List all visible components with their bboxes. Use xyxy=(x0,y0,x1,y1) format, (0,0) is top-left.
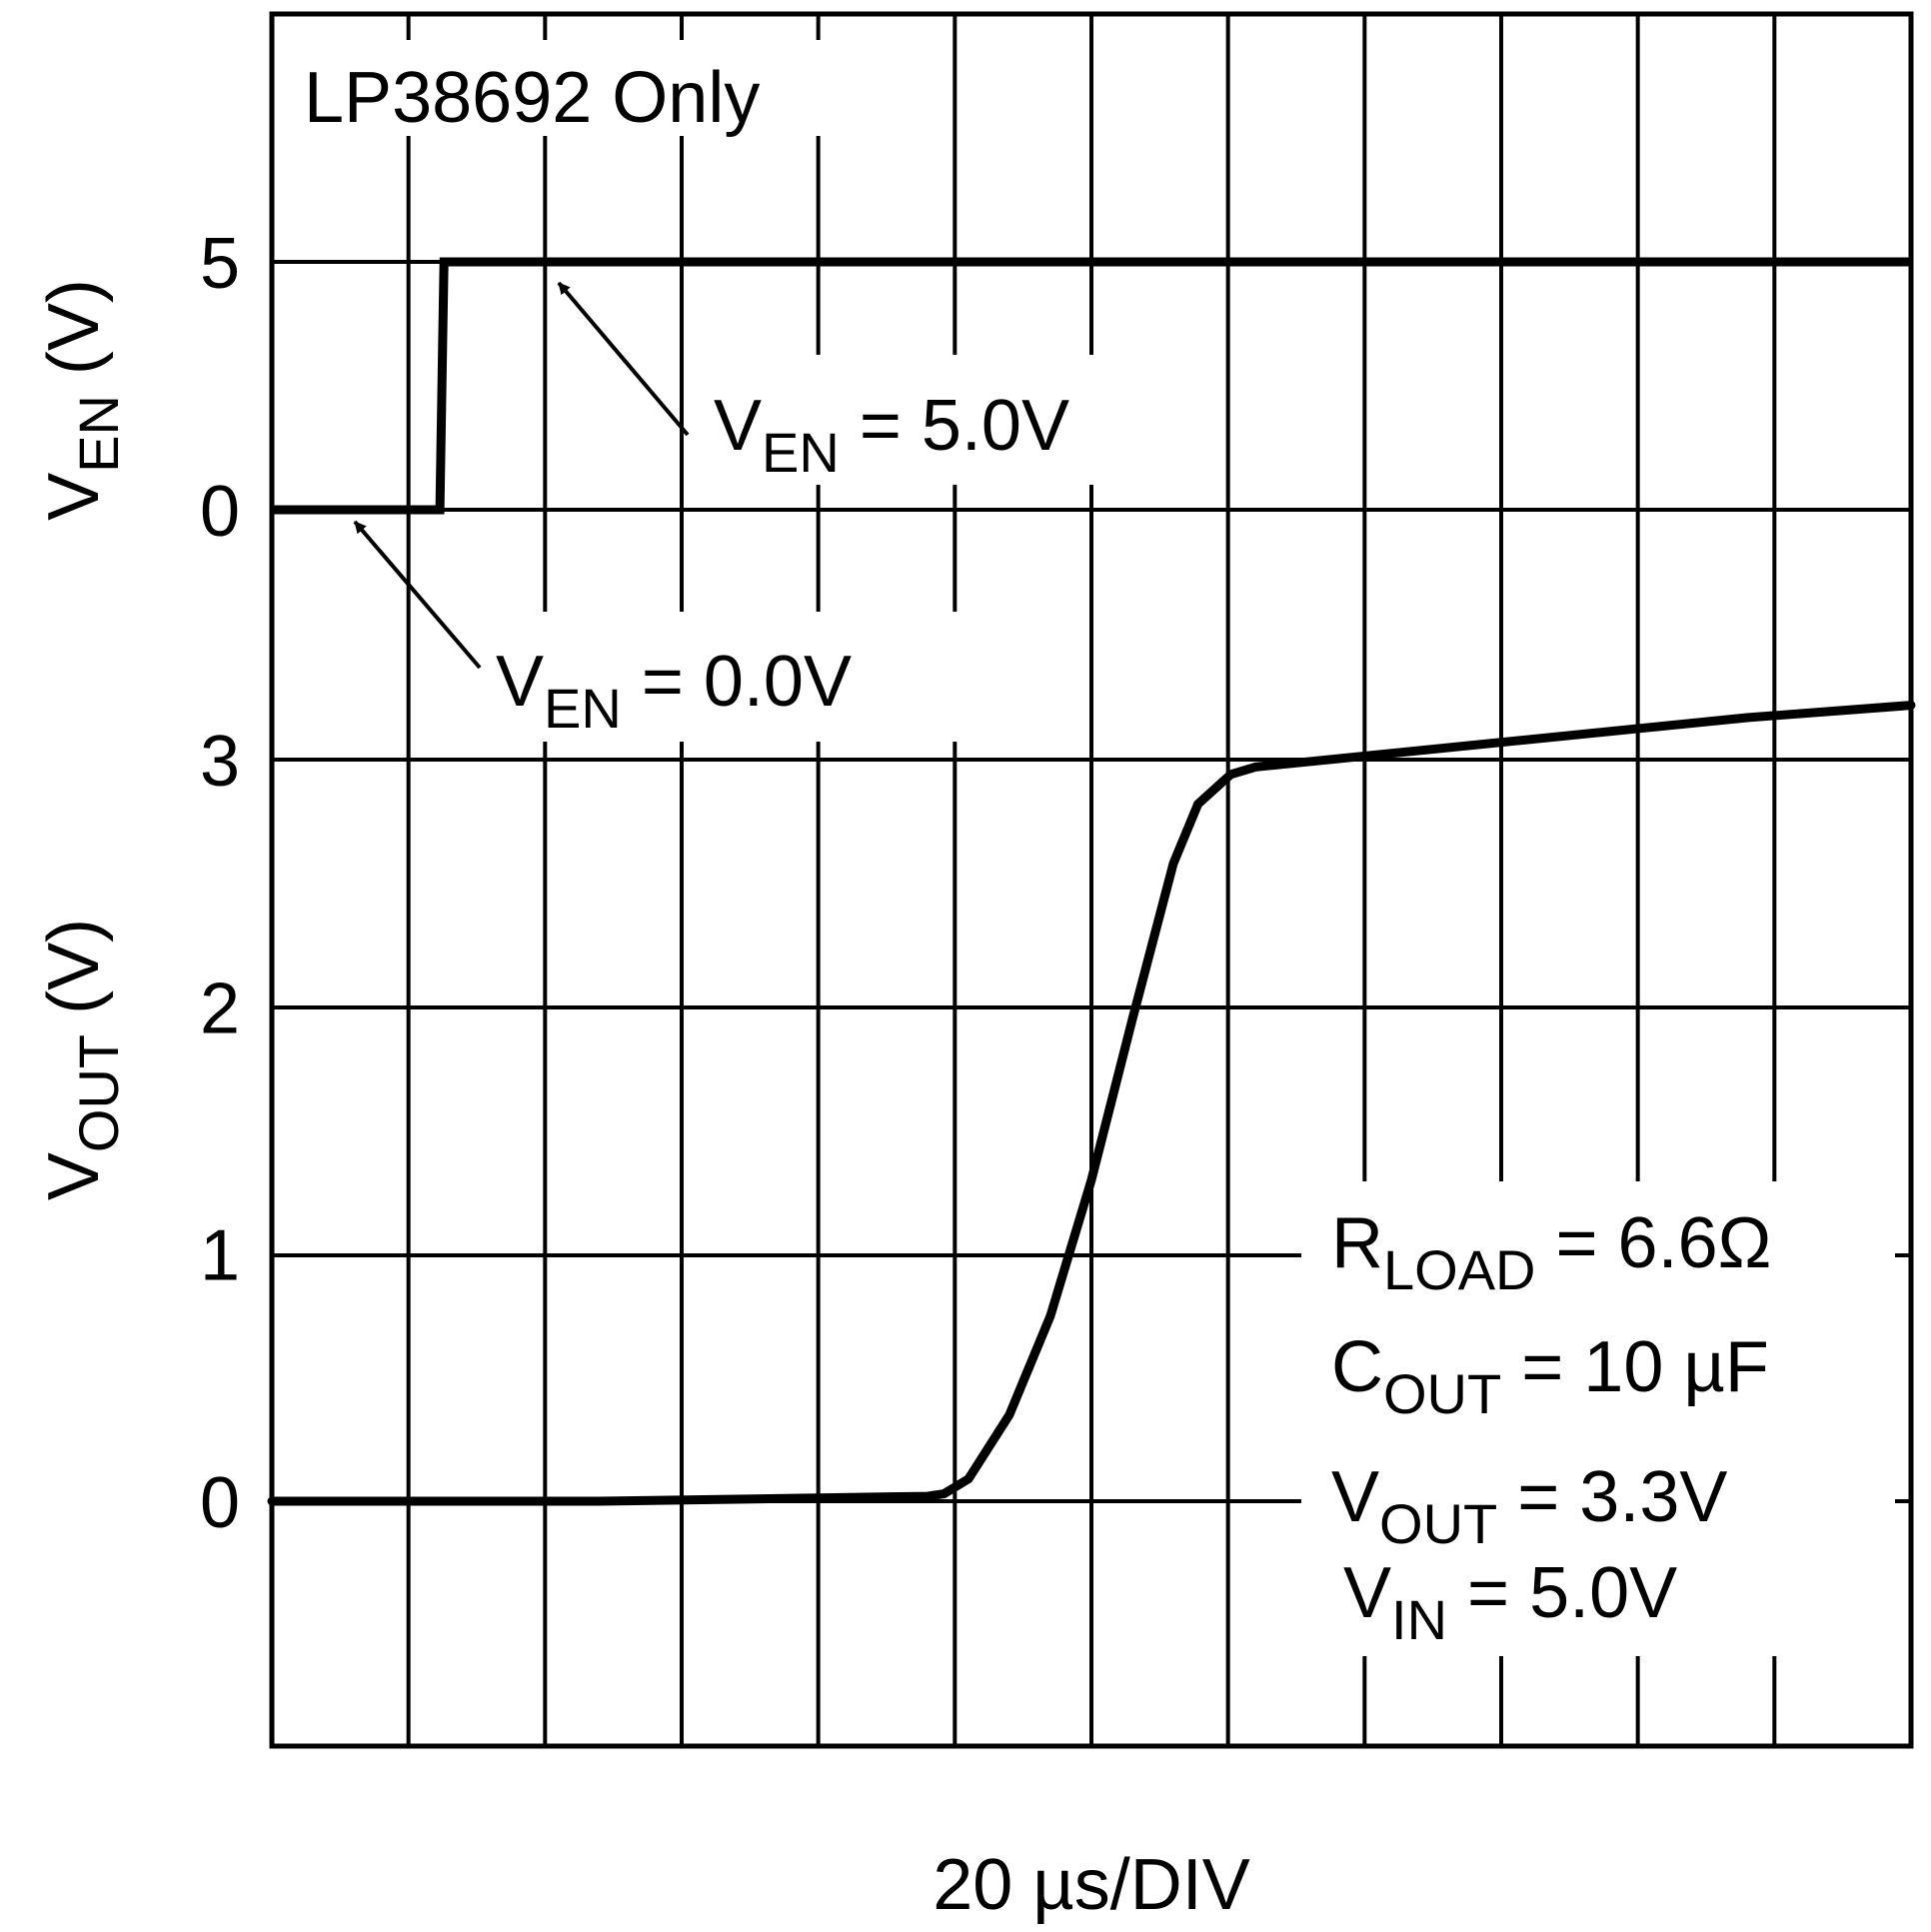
condition-vin-main: V xyxy=(1343,1553,1391,1633)
ven-low-label: VEN = 0.0V xyxy=(496,642,852,740)
vout-axis-label-tail: (V) xyxy=(34,919,114,1034)
ven-tick-label: 0 xyxy=(200,472,240,552)
condition-rload: RLOAD = 6.6Ω xyxy=(1331,1203,1771,1301)
ven-axis-label-main: V xyxy=(34,473,114,521)
ven-axis-label-sub: EN xyxy=(67,395,130,473)
vout-tick-label: 1 xyxy=(200,1216,240,1296)
ven-high-label-sub: EN xyxy=(762,421,840,484)
ven-high-label: VEN = 5.0V xyxy=(714,386,1069,484)
ven-axis-label: VEN (V) xyxy=(34,279,130,521)
x-axis-label: 20 µs/DIV xyxy=(933,1845,1250,1925)
title-background xyxy=(296,40,882,136)
ven-series-line xyxy=(272,257,1911,515)
chart-title: LP38692 Only xyxy=(304,58,760,138)
ven-axis-label-tail: (V) xyxy=(34,279,114,395)
vout-series-line xyxy=(267,701,1916,1506)
condition-rload-main: R xyxy=(1331,1203,1383,1283)
ven-tick-label: 5 xyxy=(200,224,240,304)
conditions-background xyxy=(1301,1181,1895,1656)
ven-high-label-background xyxy=(708,355,1177,485)
condition-vout-sub: OUT xyxy=(1379,1492,1497,1555)
y-tick-labels: 5 0 3 2 1 0 xyxy=(200,224,240,1543)
vout-tick-label: 0 xyxy=(200,1463,240,1543)
ven-low-label-background xyxy=(490,612,960,742)
ven-low-label-tail: = 0.0V xyxy=(622,642,852,722)
condition-vout-main: V xyxy=(1331,1457,1379,1537)
vout-axis-label: VOUT (V) xyxy=(34,919,130,1200)
condition-vin-sub: IN xyxy=(1391,1588,1447,1651)
ven-low-label-main: V xyxy=(496,642,544,722)
vout-tick-label: 2 xyxy=(200,968,240,1048)
condition-cout: COUT = 10 µF xyxy=(1331,1327,1769,1425)
condition-vout: VOUT = 3.3V xyxy=(1331,1457,1727,1555)
ven-high-arrow xyxy=(557,281,690,437)
plot-frame xyxy=(269,11,1914,1749)
condition-vout-tail: = 3.3V xyxy=(1497,1457,1727,1537)
ven-high-label-tail: = 5.0V xyxy=(840,386,1069,466)
ven-high-label-main: V xyxy=(714,386,762,466)
condition-cout-tail: = 10 µF xyxy=(1501,1327,1769,1407)
condition-rload-sub: LOAD xyxy=(1383,1238,1536,1301)
condition-rload-tail: = 6.6Ω xyxy=(1536,1203,1772,1283)
ven-low-arrow xyxy=(353,520,482,670)
vout-axis-label-sub: OUT xyxy=(67,1034,130,1152)
condition-vin: VIN = 5.0V xyxy=(1343,1553,1677,1651)
condition-cout-sub: OUT xyxy=(1383,1362,1501,1425)
condition-cout-main: C xyxy=(1331,1327,1383,1407)
condition-vin-tail: = 5.0V xyxy=(1447,1553,1677,1633)
ven-low-label-sub: EN xyxy=(544,677,622,740)
vout-tick-label: 3 xyxy=(200,722,240,802)
vout-axis-label-main: V xyxy=(34,1152,114,1200)
